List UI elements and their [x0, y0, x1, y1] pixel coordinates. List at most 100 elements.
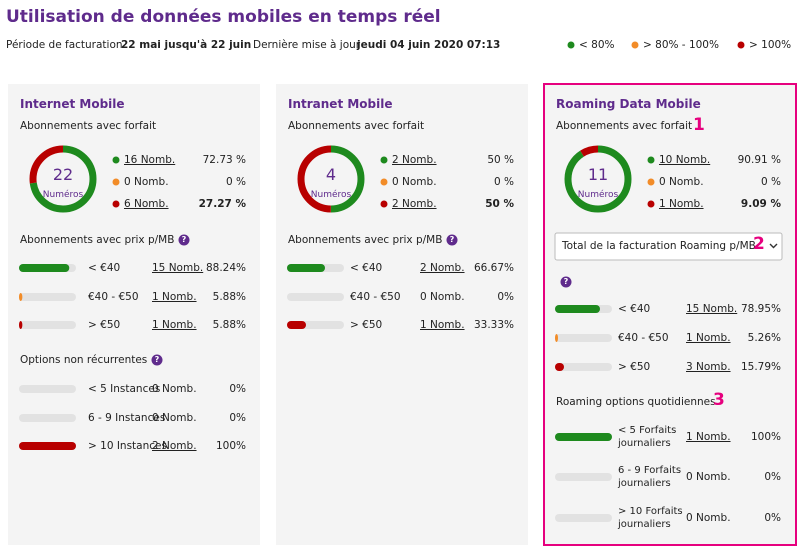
legend-dot — [737, 41, 745, 49]
count-link[interactable]: 1 Nomb. — [152, 319, 197, 331]
panel-title: Internet Mobile — [20, 97, 125, 111]
bar-fill — [555, 363, 565, 371]
count-text: 0 Nomb. — [659, 176, 704, 188]
count-link[interactable]: 2 Nomb. — [420, 262, 465, 274]
donut-segment — [564, 145, 632, 213]
percentage: 5.88% — [212, 319, 246, 331]
dropdown[interactable] — [554, 232, 783, 261]
count-text: 0 Nomb. — [686, 471, 731, 483]
panel-title: Roaming Data Mobile — [556, 97, 701, 111]
count-link[interactable]: 10 Nomb. — [659, 154, 711, 166]
donut-segment — [29, 145, 97, 213]
count-link[interactable]: 2 Nomb. — [392, 154, 437, 166]
count-link[interactable]: 3 Nomb. — [686, 361, 731, 373]
bar-fill — [555, 334, 558, 342]
range-label: > €50 — [350, 319, 383, 331]
range-label: > €50 — [618, 361, 651, 373]
period-label: Période de facturation — [6, 39, 123, 51]
panel-title: Intranet Mobile — [288, 97, 393, 111]
count-link[interactable]: 1 Nomb. — [686, 431, 731, 443]
count-link[interactable]: 1 Nomb. — [659, 198, 704, 210]
section-label: Roaming options quotidiennes — [556, 396, 716, 408]
range-label: < €40 — [618, 303, 651, 315]
range-label: < 5 Forfaits journaliers — [618, 425, 677, 449]
legend-label: > 100% — [749, 39, 792, 51]
range-label: > 10 Forfaits journaliers — [618, 506, 683, 530]
update-value: jeudi 04 juin 2020 07:13 — [357, 39, 501, 51]
percentage: 50 % — [487, 154, 514, 166]
range-label: < 5 Instances — [88, 383, 161, 395]
percentage: 100% — [750, 431, 781, 443]
percentage: 0% — [764, 471, 781, 483]
legend-dot — [631, 41, 639, 49]
bar-track — [555, 363, 612, 371]
range-label: 6 - 9 Forfaits journaliers — [618, 465, 682, 489]
range-label: < €40 — [88, 262, 121, 274]
help-icon — [178, 234, 190, 246]
help-icon — [560, 276, 572, 288]
help-icon-text: ? — [563, 277, 569, 286]
percentage: 0% — [497, 291, 514, 303]
count-link[interactable]: 2 Nomb. — [392, 198, 437, 210]
count-link[interactable]: 1 Nomb. — [152, 291, 197, 303]
help-icon-text: ? — [181, 235, 187, 244]
update-label: Dernière mise à jour — [253, 39, 361, 51]
percentage: 0% — [764, 512, 781, 524]
bar-track — [555, 473, 612, 481]
bar-fill — [555, 433, 612, 441]
panel — [543, 83, 797, 546]
bar-track — [287, 293, 344, 301]
range-label: > €50 — [88, 319, 121, 331]
count-link[interactable]: 16 Nomb. — [124, 154, 176, 166]
section-label: Abonnements avec forfait — [556, 120, 693, 132]
percentage: 50 % — [485, 198, 514, 210]
donut-label: Numéros — [577, 190, 619, 200]
range-label: 6 - 9 Instances — [88, 412, 166, 424]
bar-track — [19, 293, 76, 301]
range-label: €40 - €50 — [618, 332, 669, 344]
bar-track — [555, 514, 612, 522]
count-link[interactable]: 2 Nomb. — [152, 440, 197, 452]
dropdown-text[interactable]: Total de la facturation Roaming p/MB — [562, 240, 756, 252]
percentage: 15.79% — [740, 361, 781, 373]
help-icon-text: ? — [449, 235, 455, 244]
percentage: 78.95% — [740, 303, 781, 315]
dropdown-chevron — [769, 243, 778, 249]
percentage: 0 % — [761, 176, 781, 188]
annotation: 3 — [713, 390, 725, 410]
status-dot — [647, 200, 655, 208]
count-link[interactable]: 1 Nomb. — [420, 319, 465, 331]
percentage: 100% — [215, 440, 246, 452]
count-text: 0 Nomb. — [686, 512, 731, 524]
help-icon-text: ? — [154, 355, 160, 364]
percentage: 0% — [229, 383, 246, 395]
count-link[interactable]: 15 Nomb. — [686, 303, 738, 315]
bar-fill — [19, 293, 23, 301]
percentage: 90.91 % — [737, 154, 781, 166]
section-label: Abonnements avec forfait — [288, 120, 425, 132]
percentage: 0% — [229, 412, 246, 424]
count-link[interactable]: 1 Nomb. — [686, 332, 731, 344]
section-label: Options non récurrentes — [20, 354, 148, 366]
bar-fill — [287, 264, 326, 272]
bar-fill — [287, 321, 306, 329]
period-value: 22 mai jusqu'à 22 juin — [121, 39, 252, 51]
donut-total: 11 — [587, 165, 609, 184]
range-label: €40 - €50 — [350, 291, 401, 303]
count-link[interactable]: 6 Nomb. — [124, 198, 169, 210]
percentage: 9.09 % — [740, 198, 781, 210]
percentage: 5.88% — [212, 291, 246, 303]
annotation: 1 — [693, 115, 705, 135]
panel — [8, 84, 260, 545]
count-text: 0 Nomb. — [420, 291, 465, 303]
bar-fill — [555, 305, 601, 313]
range-label: < €40 — [350, 262, 383, 274]
status-dot — [112, 178, 120, 186]
donut-label: Numéros — [310, 190, 352, 200]
count-link[interactable]: 15 Nomb. — [152, 262, 204, 274]
bar-track — [19, 321, 76, 329]
donut-total: 4 — [325, 165, 337, 184]
